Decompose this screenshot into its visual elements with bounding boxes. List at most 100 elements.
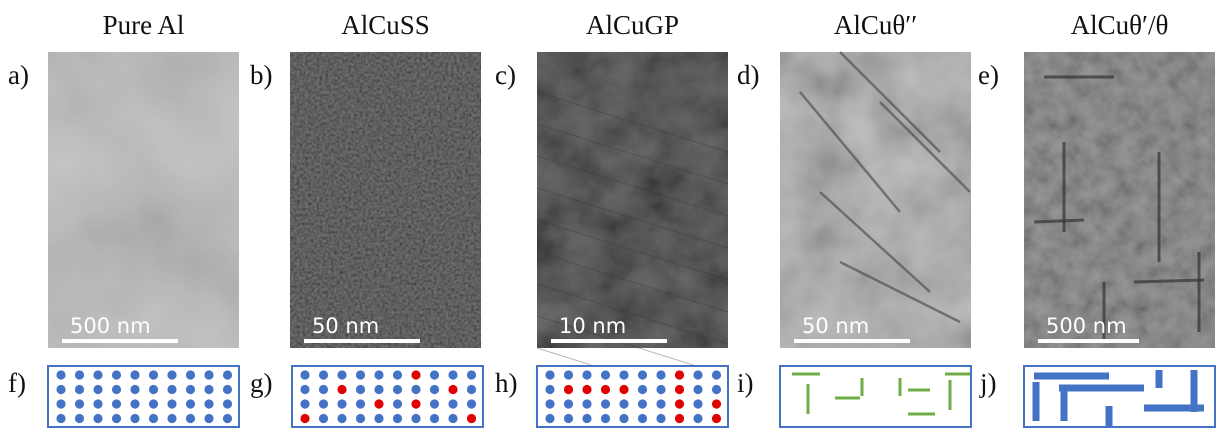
solute-atom [374, 399, 383, 408]
solute-atom [337, 385, 346, 394]
al-atom [112, 385, 121, 394]
al-atom [356, 399, 365, 408]
al-atom [693, 399, 702, 408]
al-atom [112, 370, 121, 379]
solute-atom [448, 385, 457, 394]
al-atom [93, 385, 102, 394]
solute-atom [300, 414, 309, 423]
al-atom [186, 370, 195, 379]
al-atom [712, 370, 721, 379]
al-atom [619, 370, 628, 379]
panel-label: g) [250, 368, 273, 398]
al-atom [130, 385, 139, 394]
al-atom [149, 414, 158, 423]
micrograph-texture [537, 52, 728, 348]
al-atom [467, 370, 476, 379]
panel-label: e) [978, 60, 999, 90]
al-atom [223, 414, 232, 423]
al-atom [130, 414, 139, 423]
al-atom [186, 399, 195, 408]
al-atom [149, 385, 158, 394]
panel-label: h) [495, 368, 518, 398]
al-atom [56, 370, 65, 379]
al-atom [638, 370, 647, 379]
al-atom [430, 399, 439, 408]
al-atom [564, 370, 573, 379]
micrograph-texture [780, 52, 971, 348]
al-atom [356, 414, 365, 423]
panel-label: a) [8, 60, 29, 90]
solute-atom [467, 414, 476, 423]
al-atom [619, 414, 628, 423]
panel-title: AlCuθ′/θ [1071, 10, 1169, 40]
al-atom [467, 385, 476, 394]
al-atom [300, 385, 309, 394]
al-atom [149, 370, 158, 379]
al-atom [582, 414, 591, 423]
al-atom [337, 370, 346, 379]
al-atom [656, 399, 665, 408]
panel-label: f) [8, 368, 26, 398]
al-atom [75, 385, 84, 394]
al-atom [638, 414, 647, 423]
panel-title: AlCuSS [341, 10, 430, 40]
al-atom [223, 399, 232, 408]
al-atom [393, 414, 402, 423]
al-atom [693, 414, 702, 423]
solute-atom [601, 385, 610, 394]
al-atom [712, 385, 721, 394]
panel-label: j) [979, 368, 997, 398]
solute-atom [675, 414, 684, 423]
solute-atom [712, 399, 721, 408]
al-atom [149, 399, 158, 408]
al-atom [167, 399, 176, 408]
al-atom [204, 385, 213, 394]
solute-atom [582, 385, 591, 394]
al-atom [112, 399, 121, 408]
panel-title: Pure Al [103, 10, 185, 40]
al-atom [167, 385, 176, 394]
solute-atom [675, 370, 684, 379]
precipitate [1134, 280, 1204, 282]
al-atom [204, 399, 213, 408]
al-atom [319, 414, 328, 423]
al-atom [638, 399, 647, 408]
al-atom [75, 399, 84, 408]
al-atom [619, 399, 628, 408]
precipitate [1034, 220, 1084, 222]
al-atom [656, 414, 665, 423]
al-atom [582, 370, 591, 379]
al-atom [130, 370, 139, 379]
al-atom [112, 414, 121, 423]
al-atom [411, 414, 420, 423]
solute-atom [675, 399, 684, 408]
al-atom [582, 399, 591, 408]
al-atom [356, 370, 365, 379]
al-atom [656, 370, 665, 379]
al-atom [545, 370, 554, 379]
scale-bar-label: 50 nm [312, 314, 379, 338]
scale-bar-label: 500 nm [70, 314, 151, 338]
al-atom [430, 370, 439, 379]
al-atom [319, 385, 328, 394]
al-atom [75, 414, 84, 423]
al-atom [56, 414, 65, 423]
al-atom [223, 385, 232, 394]
al-atom [601, 399, 610, 408]
panel-label: b) [250, 60, 273, 90]
al-atom [564, 399, 573, 408]
al-atom [56, 385, 65, 394]
al-atom [411, 385, 420, 394]
al-atom [601, 414, 610, 423]
solute-atom [411, 370, 420, 379]
al-atom [374, 385, 383, 394]
al-atom [601, 370, 610, 379]
al-atom [319, 370, 328, 379]
al-atom [564, 414, 573, 423]
al-atom [545, 414, 554, 423]
al-atom [393, 385, 402, 394]
scale-bar-label: 10 nm [559, 314, 626, 338]
micrograph-texture [48, 52, 239, 348]
panel-label: i) [737, 368, 754, 398]
panel-label: d) [737, 60, 760, 90]
